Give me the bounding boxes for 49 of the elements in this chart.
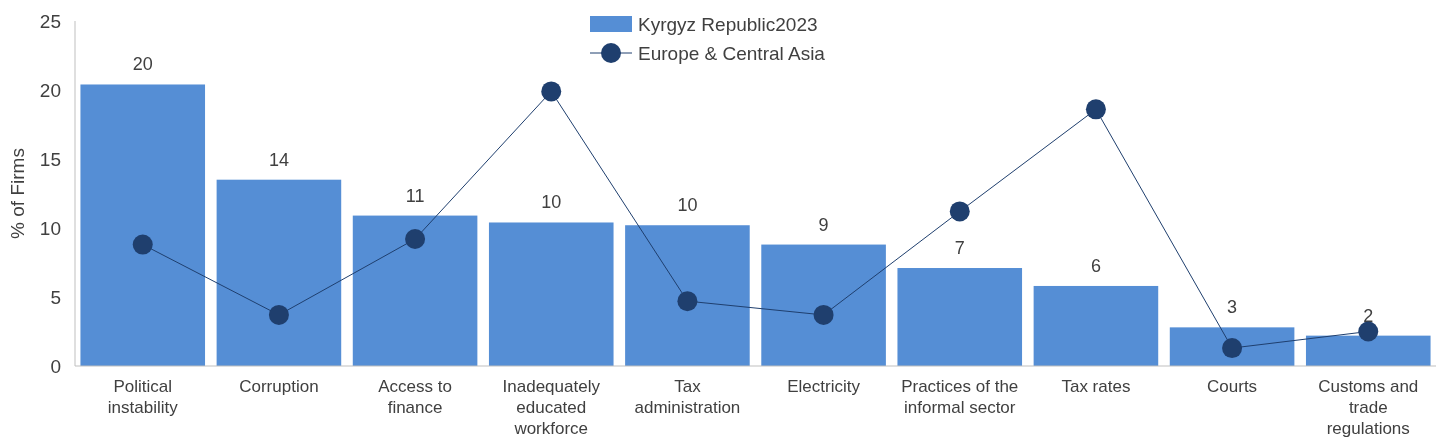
data-label: 14: [268, 149, 289, 170]
y-tick-label: 20: [39, 79, 61, 101]
point: [405, 229, 426, 250]
x-tick-label: Corruption: [239, 377, 319, 396]
data-label: 20: [132, 54, 153, 75]
y-tick-label: 0: [50, 355, 61, 377]
data-label: 6: [1090, 255, 1101, 276]
point: [1358, 321, 1379, 342]
legend-label: Europe & Central Asia: [638, 42, 826, 64]
data-label: 10: [541, 192, 562, 213]
bar: [897, 268, 1023, 366]
bar: [625, 225, 750, 366]
x-tick-label: Tax administration: [634, 377, 741, 417]
x-tick-label: Tax rates: [1061, 377, 1131, 396]
bar: [1033, 285, 1159, 366]
bar: [488, 222, 614, 366]
point: [1085, 99, 1106, 120]
y-tick-label: 15: [39, 148, 61, 170]
bar: [216, 179, 342, 366]
point: [1222, 338, 1243, 359]
y-tick-label: 25: [39, 10, 61, 32]
x-tick-label: Access to finance: [378, 377, 452, 417]
x-tick-label: Political instability: [107, 377, 179, 417]
x-tick-label: Inadequately educated workforce: [502, 377, 601, 438]
bar: [1305, 335, 1431, 366]
data-label: 2: [1363, 305, 1374, 326]
point: [541, 81, 562, 102]
y-tick-label: 10: [39, 217, 61, 239]
data-label: 9: [818, 214, 829, 235]
point: [677, 291, 698, 312]
x-tick-label: Practices of the informal sector: [901, 377, 1019, 417]
y-axis-title: % of Firms: [7, 148, 28, 239]
point: [268, 304, 289, 325]
data-label: 11: [405, 185, 425, 206]
x-tick-label: Electricity: [787, 377, 861, 396]
bar: [761, 244, 886, 366]
data-label: 10: [677, 195, 698, 216]
x-tick-label: Customs and trade regulations: [1318, 377, 1419, 438]
point: [132, 234, 153, 255]
legend-label: Kyrgyz Republic2023: [638, 13, 818, 35]
point: [949, 201, 970, 222]
data-label: 7: [954, 238, 965, 259]
data-label: 3: [1227, 297, 1238, 318]
y-tick-label: 5: [50, 286, 61, 308]
bar: [80, 84, 206, 366]
bar: [352, 215, 478, 366]
point: [813, 304, 834, 325]
bar: [1169, 327, 1295, 366]
x-tick-label: Courts: [1207, 377, 1258, 396]
